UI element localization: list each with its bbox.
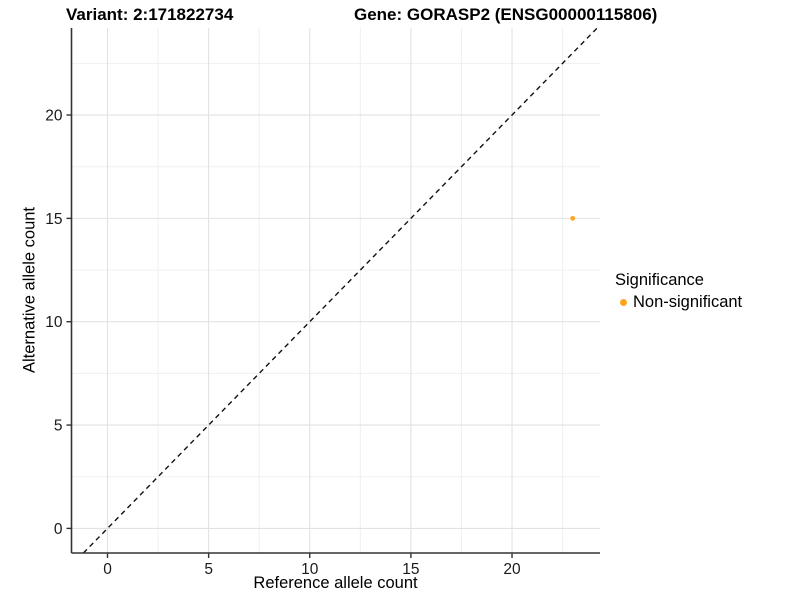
x-tick-label: 5	[204, 561, 213, 578]
y-tick-label: 20	[45, 108, 63, 125]
x-tick-label: 10	[301, 561, 319, 578]
identity-dashed-line	[82, 27, 598, 554]
legend-title: Significance	[615, 271, 704, 289]
legend-key-circle-icon	[620, 299, 627, 306]
y-tick-label: 10	[45, 314, 63, 331]
y-tick-label: 5	[54, 418, 63, 435]
x-tick-label: 0	[103, 561, 112, 578]
data-point	[570, 215, 576, 221]
x-axis-title: Reference allele count	[253, 574, 418, 592]
legend: Significance Non-significant	[614, 271, 742, 312]
y-tick-label: 0	[54, 521, 63, 538]
legend-item: Non-significant	[614, 293, 742, 312]
y-axis-title: Alternative allele count	[20, 206, 39, 374]
y-tick-label: 15	[45, 211, 62, 228]
x-tick-label: 20	[503, 561, 521, 578]
legend-item-label: Non-significant	[633, 293, 743, 311]
variant-title: Variant: 2:171822734	[66, 5, 234, 24]
x-tick-label: 15	[402, 561, 419, 578]
gene-title: Gene: GORASP2 (ENSG00000115806)	[354, 5, 658, 24]
